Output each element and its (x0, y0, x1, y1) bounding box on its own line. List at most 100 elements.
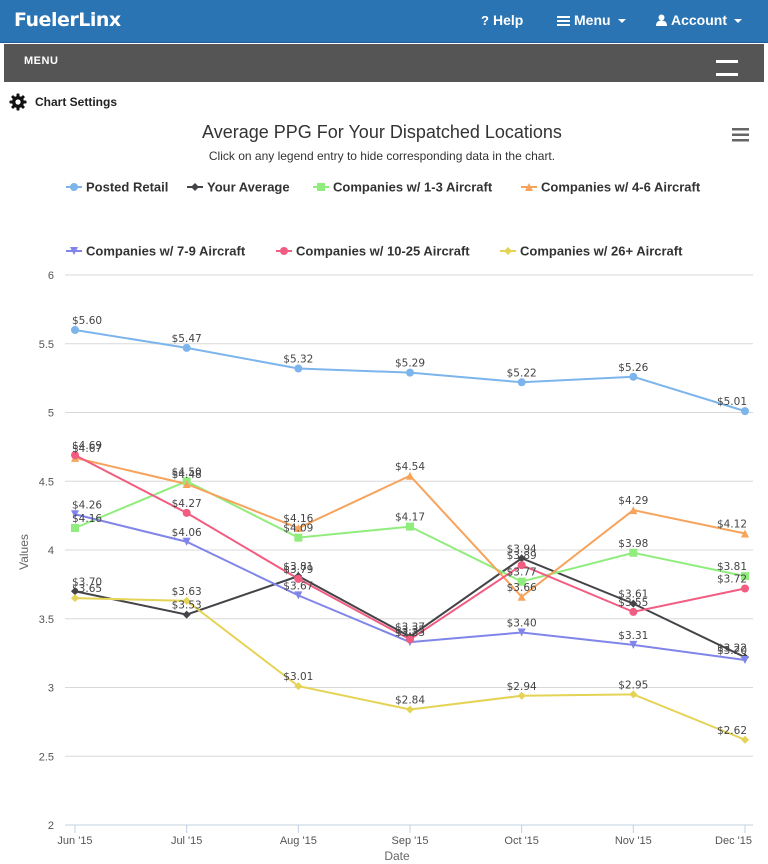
data-label: $3.79 (283, 564, 313, 576)
chevron-down-icon (734, 19, 742, 23)
y-tick-label: 4.5 (39, 476, 54, 488)
data-point[interactable] (741, 735, 749, 744)
gridlines (65, 274, 753, 826)
data-point[interactable] (182, 343, 191, 352)
menu-label: Menu (574, 12, 611, 28)
legend-item[interactable]: Companies w/ 1-3 Aircraft (313, 180, 493, 195)
legend-label: Companies w/ 4-6 Aircraft (541, 180, 701, 195)
x-tick-label: Aug '15 (280, 835, 317, 847)
data-point[interactable] (71, 451, 79, 460)
data-label: $4.17 (395, 512, 425, 524)
data-point[interactable] (741, 584, 749, 593)
data-point[interactable] (406, 368, 414, 377)
data-point[interactable] (406, 705, 414, 714)
chart-title: Average PPG For Your Dispatched Location… (202, 122, 562, 142)
data-point[interactable] (182, 610, 191, 619)
data-label: $4.27 (172, 498, 202, 510)
data-point[interactable] (629, 548, 638, 557)
data-label: $5.29 (395, 358, 425, 370)
data-label: $2.94 (507, 681, 537, 693)
legend-item[interactable]: Your Average (187, 180, 290, 195)
legend-marker[interactable] (317, 183, 325, 191)
data-point[interactable] (294, 682, 303, 691)
data-point[interactable] (517, 577, 526, 586)
help-link[interactable]: ? Help (481, 12, 523, 28)
data-point[interactable] (182, 537, 191, 546)
data-point[interactable] (71, 510, 79, 519)
y-tick-label: 3 (48, 683, 54, 695)
chart-legend: Posted Retail Your Average Companies w/ 1-… (66, 180, 701, 259)
data-point[interactable] (294, 524, 303, 532)
legend-marker[interactable] (525, 183, 533, 191)
data-label: $3.20 (717, 645, 747, 657)
legend-marker[interactable] (280, 247, 288, 255)
data-point[interactable] (71, 524, 79, 532)
data-point[interactable] (406, 522, 414, 531)
chart-subtitle: Click on any legend entry to hide corres… (209, 149, 555, 163)
data-point[interactable] (629, 506, 638, 515)
help-label: Help (492, 12, 524, 28)
data-label: $3.53 (172, 600, 202, 612)
x-tick-label: Jun '15 (57, 835, 92, 847)
data-point[interactable] (517, 628, 526, 637)
data-label: $3.98 (618, 538, 648, 550)
data-point[interactable] (517, 554, 526, 563)
data-point[interactable] (517, 378, 526, 387)
data-label: $2.84 (395, 695, 425, 707)
data-point[interactable] (741, 407, 749, 416)
menu-bar-label[interactable]: MENU (24, 55, 59, 67)
data-point[interactable] (294, 591, 303, 600)
legend-item[interactable]: Posted Retail (66, 180, 168, 195)
data-point[interactable] (71, 587, 79, 596)
legend-marker[interactable] (70, 247, 78, 255)
data-label: $3.40 (507, 618, 537, 630)
legend-item[interactable]: Companies w/ 10-25 Aircraft (276, 244, 470, 259)
data-label: $3.77 (507, 567, 537, 579)
data-label: $3.66 (507, 582, 537, 594)
menu-dropdown[interactable]: Menu (557, 12, 626, 28)
chart-settings-link[interactable]: Chart Settings (9, 93, 117, 111)
data-label: $4.48 (172, 469, 202, 481)
legend-marker[interactable] (191, 183, 199, 191)
data-point[interactable] (182, 508, 191, 517)
legend-marker[interactable] (70, 183, 78, 191)
data-point[interactable] (517, 561, 526, 570)
data-point[interactable] (71, 594, 79, 603)
account-dropdown[interactable]: Account (656, 12, 742, 28)
data-label: $3.70 (72, 576, 102, 588)
data-label: $4.29 (618, 495, 648, 507)
data-point[interactable] (294, 533, 303, 542)
data-point[interactable] (294, 574, 303, 583)
data-label: $4.67 (72, 443, 102, 455)
data-label: $5.32 (283, 354, 313, 366)
data-point[interactable] (71, 326, 79, 334)
data-point[interactable] (406, 635, 414, 644)
data-point[interactable] (741, 656, 749, 664)
top-navbar: FuelerLinx ? Help Menu Account (0, 0, 768, 43)
hamburger-icon[interactable] (716, 60, 738, 76)
legend-item[interactable]: Companies w/ 4-6 Aircraft (521, 180, 701, 195)
data-point[interactable] (182, 596, 191, 605)
data-point[interactable] (294, 364, 303, 373)
data-point[interactable] (629, 690, 638, 699)
legend-label: Companies w/ 26+ Aircraft (520, 244, 683, 259)
data-point[interactable] (517, 691, 526, 700)
data-point[interactable] (741, 529, 749, 538)
data-label: $3.55 (618, 597, 648, 609)
data-point[interactable] (629, 599, 638, 608)
chart-context-menu-button[interactable] (730, 126, 752, 144)
data-point[interactable] (629, 640, 638, 649)
series-line (74, 597, 746, 741)
data-point[interactable] (629, 372, 638, 381)
brand-logo[interactable]: FuelerLinx (14, 9, 121, 31)
data-label: $3.81 (283, 561, 313, 573)
data-point[interactable] (182, 480, 191, 488)
data-point[interactable] (406, 471, 414, 480)
legend-item[interactable]: Companies w/ 7-9 Aircraft (66, 244, 246, 259)
legend-item[interactable]: Companies w/ 26+ Aircraft (500, 244, 683, 259)
data-point[interactable] (517, 592, 526, 601)
legend-marker[interactable] (504, 247, 512, 255)
data-point[interactable] (629, 607, 638, 616)
data-label: $4.16 (72, 513, 102, 525)
data-point[interactable] (741, 572, 749, 581)
